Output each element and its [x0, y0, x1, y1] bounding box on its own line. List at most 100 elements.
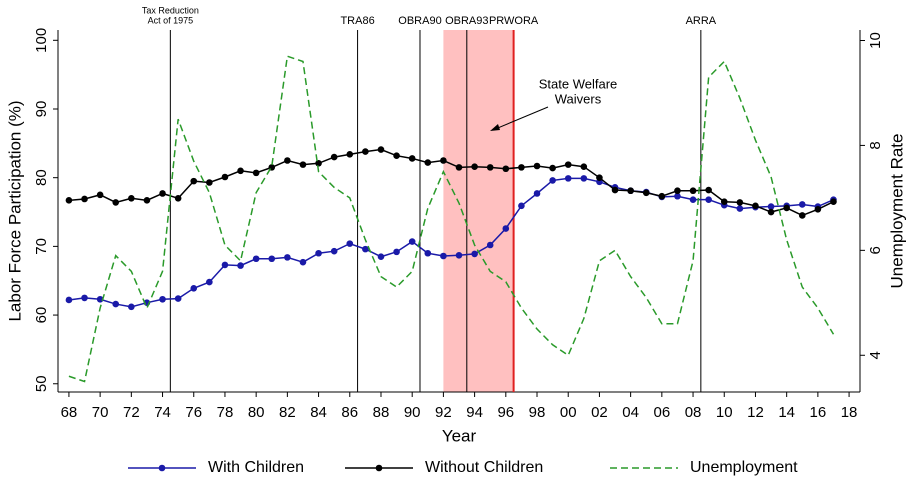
series-marker — [471, 163, 478, 170]
series-marker — [814, 205, 822, 213]
series-marker — [96, 191, 104, 199]
series-marker — [533, 190, 541, 197]
y2-tick-label: 8 — [867, 141, 884, 149]
series-marker — [159, 190, 166, 197]
y-tick-label: 70 — [33, 238, 50, 255]
series-marker — [518, 202, 525, 210]
series-marker — [237, 167, 244, 175]
series-marker — [486, 241, 494, 249]
x-tick-label: 76 — [185, 404, 202, 421]
legend-marker — [158, 464, 166, 472]
legend-label: Unemployment — [690, 459, 798, 476]
x-tick-label: 70 — [92, 404, 109, 421]
series-marker — [206, 278, 213, 286]
series-marker — [767, 208, 775, 216]
series-marker — [65, 197, 73, 204]
series-marker — [642, 189, 650, 197]
x-tick-label: 18 — [841, 404, 858, 421]
series-marker — [268, 255, 276, 263]
x-tick-label: 00 — [560, 404, 577, 421]
event-label: PRWORA — [489, 15, 539, 27]
series-marker — [362, 245, 369, 253]
series-marker — [674, 192, 681, 200]
y-tick-label: 90 — [33, 101, 50, 118]
series-marker — [564, 161, 572, 168]
series-marker — [658, 192, 666, 200]
series-marker — [65, 296, 73, 304]
series-marker — [330, 153, 338, 161]
y-tick-label: 60 — [33, 307, 50, 324]
series-marker — [128, 303, 135, 311]
series-marker — [596, 174, 603, 181]
x-tick-label: 74 — [154, 404, 171, 421]
series-marker — [174, 194, 182, 202]
x-tick-label: 82 — [279, 404, 296, 421]
series-marker — [549, 164, 556, 172]
series-marker — [705, 196, 712, 203]
series-marker — [408, 155, 416, 162]
y2-tick-label: 4 — [867, 351, 884, 359]
y-axis-title: Labor Force Participation (%) — [5, 100, 24, 321]
series-marker — [798, 201, 806, 208]
series-marker — [767, 203, 775, 210]
series-marker — [705, 186, 712, 194]
series-line — [68, 55, 835, 383]
series-marker — [736, 205, 744, 212]
x-axis-title: Year — [442, 426, 477, 445]
y2-tick-label: 6 — [867, 246, 884, 254]
event-label: ARRA — [686, 15, 717, 27]
x-tick-label: 06 — [653, 404, 670, 421]
series-marker — [736, 199, 744, 206]
series-marker — [393, 152, 400, 160]
series-marker — [720, 198, 728, 206]
series-marker — [502, 225, 510, 232]
series-marker — [362, 148, 369, 155]
series-marker — [752, 202, 759, 210]
series-marker — [330, 247, 338, 255]
event-label: Act of 1975 — [148, 15, 194, 25]
y-tick-label: 80 — [33, 169, 50, 186]
legend-label: With Children — [208, 459, 304, 476]
series-marker — [190, 284, 198, 292]
y-tick-label: 100 — [33, 28, 50, 53]
series-marker — [689, 196, 697, 203]
series-marker — [128, 194, 135, 202]
series-marker — [518, 164, 525, 171]
series-marker — [689, 187, 697, 195]
series-marker — [252, 169, 260, 177]
x-tick-label: 72 — [123, 404, 140, 421]
series-marker — [549, 177, 556, 184]
series-marker — [112, 199, 120, 206]
legend-marker — [375, 464, 383, 472]
series-marker — [143, 197, 151, 204]
x-tick-label: 94 — [466, 404, 483, 421]
x-tick-label: 92 — [435, 404, 452, 421]
event-label: Tax Reduction — [142, 5, 199, 15]
x-tick-label: 04 — [622, 404, 639, 421]
series-marker — [237, 262, 244, 269]
series-marker — [455, 252, 463, 259]
series-marker — [393, 248, 400, 256]
event-label: OBRA90 — [398, 15, 441, 27]
series-marker — [284, 254, 291, 261]
series-marker — [611, 186, 619, 194]
x-tick-label: 78 — [217, 404, 234, 421]
series-marker — [315, 159, 322, 167]
series-marker — [580, 175, 588, 182]
series-marker — [221, 261, 229, 269]
series-marker — [346, 151, 354, 158]
series-marker — [346, 240, 354, 247]
series-marker — [299, 161, 307, 168]
x-tick-label: 86 — [341, 404, 358, 421]
shade-label: State Welfare — [539, 76, 618, 91]
series-marker — [533, 162, 541, 170]
series-marker — [299, 258, 307, 266]
series-marker — [284, 157, 291, 164]
series-marker — [798, 212, 806, 219]
series-marker — [81, 294, 88, 302]
series-marker — [674, 187, 681, 195]
series-marker — [440, 157, 447, 164]
x-tick-label: 10 — [716, 404, 733, 421]
series-marker — [580, 163, 588, 170]
y-tick-label: 50 — [33, 375, 50, 392]
